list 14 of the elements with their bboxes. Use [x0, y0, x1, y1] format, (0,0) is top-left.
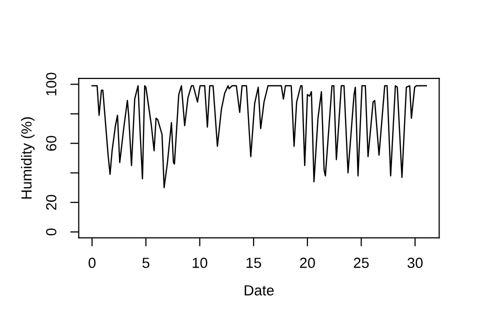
- x-tick-label: 15: [246, 258, 262, 268]
- x-tick-label: 20: [300, 258, 315, 268]
- y-tick-label: 20: [46, 194, 56, 210]
- x-tick-label: 30: [408, 258, 423, 268]
- x-axis-title: Date: [244, 285, 274, 296]
- y-tick-label: 60: [46, 136, 56, 151]
- y-tick-label: 100: [46, 72, 56, 96]
- y-axis-title: Humidity (%): [20, 117, 35, 199]
- x-tick-label: 10: [192, 258, 208, 268]
- x-tick-label: 25: [354, 258, 369, 268]
- x-tick-label: 5: [142, 258, 150, 268]
- x-tick-label: 0: [88, 258, 96, 268]
- line-series: [91, 85, 428, 188]
- y-tick-label: 0: [46, 228, 56, 236]
